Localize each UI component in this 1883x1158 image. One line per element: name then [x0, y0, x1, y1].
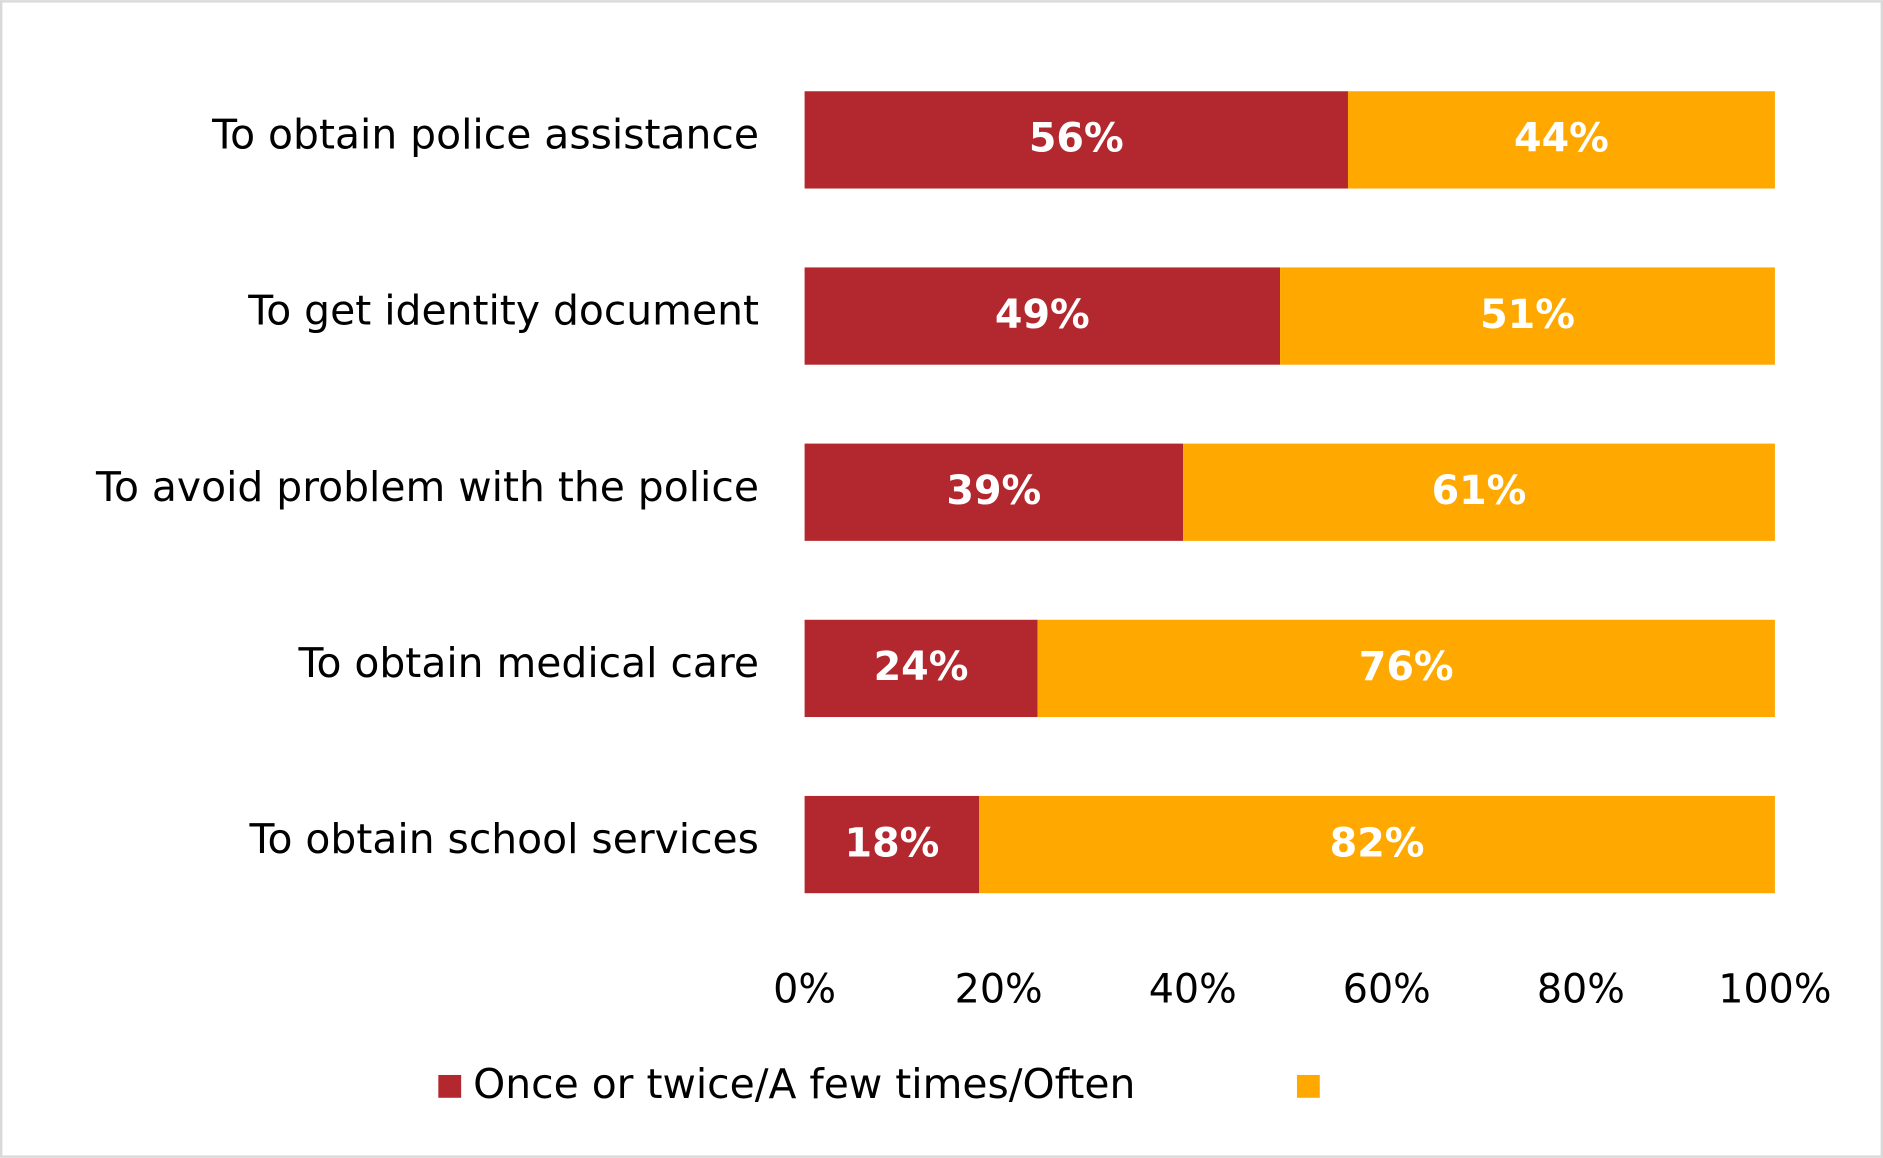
bar-segment — [804, 795, 980, 894]
value-label: 51% — [1480, 292, 1575, 338]
bar-segment — [804, 619, 1038, 718]
x-tick-label: 100% — [1718, 967, 1831, 1013]
bar-segment — [1037, 619, 1775, 718]
x-tick-label: 0% — [773, 967, 836, 1013]
x-tick-label: 80% — [1537, 967, 1625, 1013]
value-label: 18% — [845, 820, 940, 866]
value-label: 39% — [946, 468, 1041, 514]
bar-segment — [804, 443, 1184, 541]
value-label: 56% — [1029, 116, 1124, 162]
category-label: To obtain police assistance — [211, 110, 759, 158]
value-label: 82% — [1330, 820, 1425, 866]
bar-segment — [804, 91, 1348, 189]
legend-swatch — [1296, 1074, 1320, 1098]
value-label: 44% — [1514, 116, 1609, 162]
bar-segment — [1183, 443, 1775, 541]
value-label: 24% — [874, 644, 969, 690]
category-label: To avoid problem with the police — [95, 463, 759, 511]
value-label: 61% — [1432, 468, 1527, 514]
x-tick-label: 60% — [1343, 967, 1431, 1013]
legend-swatch — [438, 1074, 462, 1098]
category-label: To obtain school services — [248, 815, 758, 863]
bar-segment — [1280, 267, 1775, 365]
x-tick-label: 40% — [1149, 967, 1237, 1013]
x-tick-label: 20% — [955, 967, 1043, 1013]
category-label: To obtain medical care — [297, 639, 759, 687]
legend-label: Once or twice/A few times/Often — [473, 1060, 1135, 1108]
value-label: 49% — [995, 292, 1090, 338]
bar-segment — [804, 267, 1281, 365]
value-label: 76% — [1359, 644, 1454, 690]
bar-segment — [1347, 91, 1775, 189]
bar-segment — [979, 795, 1775, 894]
category-label: To get identity document — [247, 287, 759, 335]
